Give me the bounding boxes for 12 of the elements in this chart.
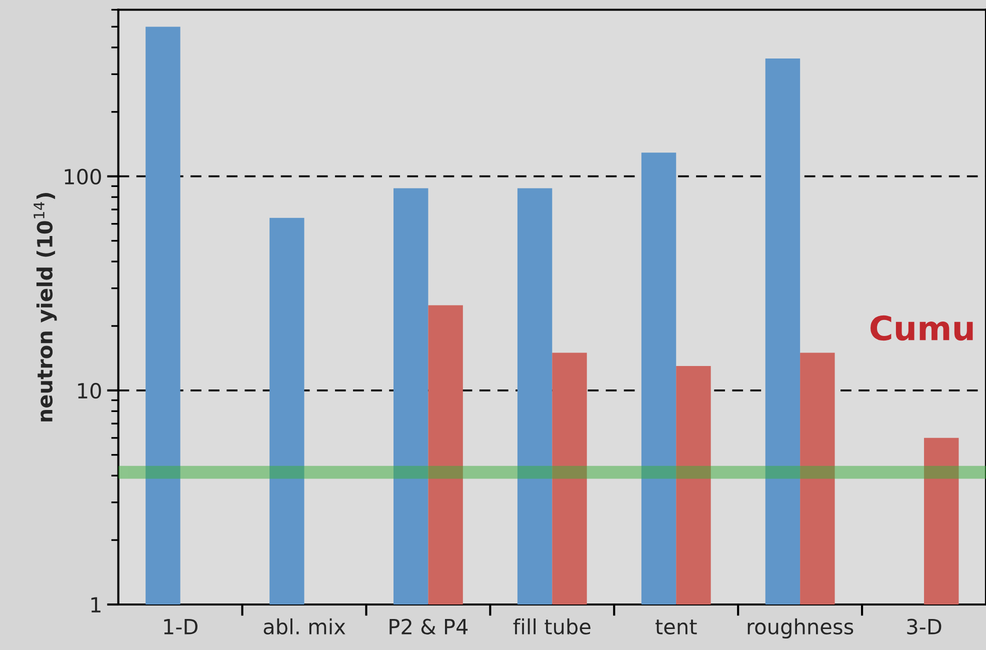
- y-axis-title: neutron yield (10$^{14}$): [34, 193, 57, 422]
- y-tick-label: 1: [91, 597, 100, 612]
- x-tick-label: abl. mix: [264, 618, 346, 635]
- x-tick-label: 1-D: [164, 619, 198, 634]
- x-tick-label: 3-D: [907, 618, 942, 635]
- y-tick-label: 100: [64, 168, 101, 185]
- x-tick-label: P2 & P4: [390, 618, 468, 635]
- x-tick-label: fill tube: [513, 618, 590, 635]
- x-tick-label: tent: [655, 620, 697, 635]
- annotation: Cumu: [870, 315, 973, 341]
- x-tick-label: roughness: [748, 618, 854, 639]
- y-tick-label: 10: [78, 382, 101, 399]
